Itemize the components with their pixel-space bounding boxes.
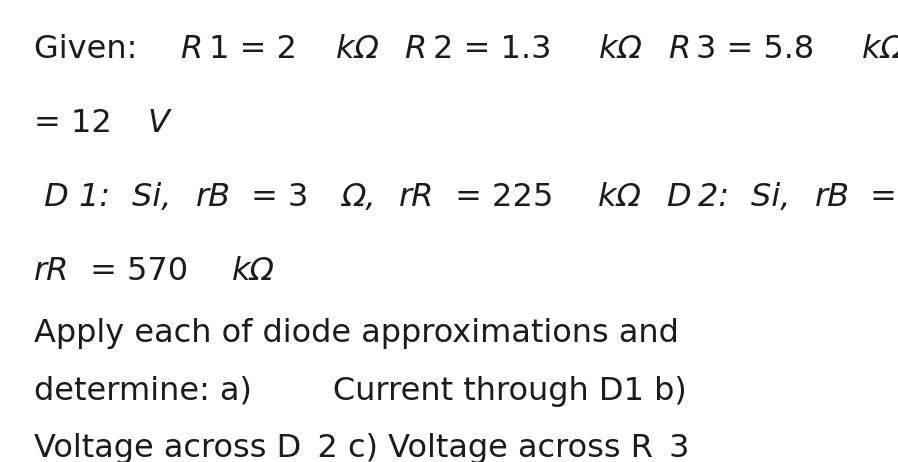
Text: Si,: Si, (752, 182, 801, 213)
Text: = 570: = 570 (80, 255, 198, 286)
Text: R: R (668, 34, 690, 65)
Text: rR: rR (399, 182, 435, 213)
Text: kΩ: kΩ (336, 34, 389, 65)
Text: kΩ: kΩ (599, 34, 652, 65)
Text: 2 = 1.3: 2 = 1.3 (433, 34, 562, 65)
Text: D: D (34, 182, 69, 213)
Text: = 3: = 3 (242, 182, 319, 213)
Text: kΩ: kΩ (598, 182, 651, 213)
Text: V: V (147, 108, 170, 139)
Text: 2:: 2: (698, 182, 739, 213)
Text: 3 = 5.8: 3 = 5.8 (696, 34, 824, 65)
Text: D: D (666, 182, 691, 213)
Text: determine: a)        Current through D1 b): determine: a) Current through D1 b) (34, 376, 687, 407)
Text: = 4: = 4 (860, 182, 898, 213)
Text: 1 = 2: 1 = 2 (209, 34, 307, 65)
Text: 1:: 1: (79, 182, 120, 213)
Text: rR: rR (34, 255, 69, 286)
Text: rB: rB (815, 182, 850, 213)
Text: rB: rB (196, 182, 231, 213)
Text: Si,: Si, (132, 182, 181, 213)
Text: kΩ: kΩ (233, 255, 276, 286)
Text: Ω,: Ω, (341, 182, 386, 213)
Text: Voltage across D_2 c) Voltage across R_3: Voltage across D_2 c) Voltage across R_3 (34, 433, 690, 462)
Text: R: R (180, 34, 203, 65)
Text: = 12: = 12 (34, 108, 122, 139)
Text: kΩ: kΩ (862, 34, 898, 65)
Text: Apply each of diode approximations and: Apply each of diode approximations and (34, 318, 679, 349)
Text: Given:: Given: (34, 34, 147, 65)
Text: R: R (404, 34, 427, 65)
Text: = 225: = 225 (445, 182, 563, 213)
